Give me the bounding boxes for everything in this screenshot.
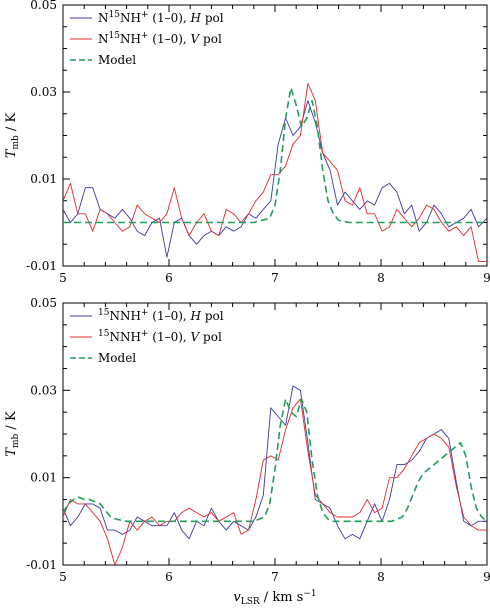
series-group <box>63 385 487 565</box>
y-tick-label: 0.01 <box>30 172 57 186</box>
legend-entry: N15NH+ (1–0), H pol <box>98 10 224 25</box>
x-tick-label: 5 <box>59 271 67 285</box>
v-pol-line <box>63 82 487 263</box>
legend-entry: Model <box>98 351 136 365</box>
h-pol-line <box>63 385 487 540</box>
legend-entry: 15NNH+ (1–0), H pol <box>98 308 224 323</box>
legend-entry: N15NH+ (1–0), V pol <box>98 31 222 46</box>
y-tick-label: -0.01 <box>26 558 57 572</box>
legend-entry: Model <box>98 53 136 67</box>
bottom-spectrum-panel: 5 6 7 8 9 -0.01 0.01 0.03 0.05 15NNH+ (1–0), H po… <box>4 296 490 584</box>
top-spectrum-panel: 5 6 7 8 9 -0.01 0.01 0.03 0.05 N15NH+ (1–0), H po… <box>4 0 490 285</box>
x-tick-label: 8 <box>377 271 385 285</box>
x-tick-label: 6 <box>165 271 173 285</box>
y-axis-label: Tmb / K <box>4 113 21 159</box>
x-tick-label: 7 <box>271 271 279 285</box>
x-tick-label: 7 <box>271 570 279 584</box>
y-tick-label: 0.03 <box>30 85 57 99</box>
x-tick-label: 8 <box>377 570 385 584</box>
legend-entry: 15NNH+ (1–0), V pol <box>98 329 222 344</box>
x-axis-label: vLSR / km s−1 <box>233 589 316 607</box>
y-axis-label: Tmb / K <box>4 411 21 457</box>
model-line <box>63 398 487 523</box>
y-tick-label: 0.03 <box>30 383 57 397</box>
x-tick-label: 9 <box>483 271 490 285</box>
y-tick-label: 0.05 <box>30 0 57 12</box>
y-tick-label: -0.01 <box>26 259 57 273</box>
v-pol-line <box>63 398 487 565</box>
x-tick-label: 9 <box>483 570 490 584</box>
series-group <box>63 82 487 263</box>
x-tick-label: 5 <box>59 570 67 584</box>
y-tick-label: 0.05 <box>30 296 57 310</box>
model-line <box>63 86 487 224</box>
h-pol-line <box>63 100 487 258</box>
y-tick-label: 0.01 <box>30 471 57 485</box>
x-tick-label: 6 <box>165 570 173 584</box>
